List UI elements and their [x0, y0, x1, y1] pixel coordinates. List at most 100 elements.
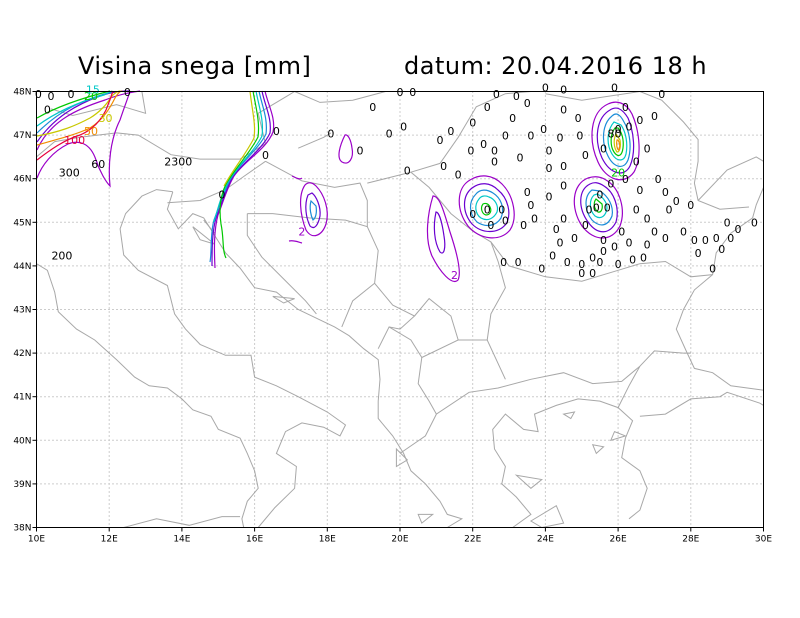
zero-marker: 0 — [600, 234, 607, 247]
contour-2 — [36, 90, 131, 188]
border — [367, 171, 713, 282]
island — [529, 504, 565, 529]
zero-marker: 0 — [651, 225, 658, 238]
zero-marker: 0 — [687, 199, 694, 212]
zero-marker: 0 — [513, 90, 520, 103]
lon-tick-label: 18E — [319, 535, 336, 545]
contour-2 — [458, 175, 515, 239]
zero-marker: 0 — [611, 241, 618, 254]
lon-tick-label: 16E — [246, 535, 263, 545]
contour-2 — [36, 90, 141, 151]
axis-ticks: 10E 12E 14E 16E 18E 20E 22E 24E 26E 28E 30E 38N 39N 4… — [13, 88, 772, 545]
zero-marker: 0 — [386, 127, 393, 140]
border — [247, 213, 379, 328]
zero-marker: 0 — [469, 116, 476, 129]
zero-marker: 0 — [44, 103, 51, 116]
coastline — [36, 263, 259, 528]
contour-15 — [475, 195, 499, 221]
zero-marker: 0 — [596, 188, 603, 201]
contour-10 — [469, 189, 504, 227]
border — [458, 339, 506, 380]
lon-tick-label: 24E — [537, 535, 554, 545]
zero-marker: 0 — [560, 212, 567, 225]
border — [298, 132, 332, 149]
zero-marker: 0 — [502, 129, 509, 142]
zero-marker: 0 — [709, 262, 716, 275]
contour-2 — [300, 182, 328, 237]
zero-marker: 0 — [502, 214, 509, 227]
zero-marker: 0 — [564, 256, 571, 269]
zero-marker: 0 — [556, 236, 563, 249]
zero-marker: 0 — [546, 191, 553, 204]
zero-marker: 0 — [662, 232, 669, 245]
border — [545, 91, 640, 101]
contour-20 — [610, 127, 624, 157]
zero-marker: 0 — [615, 258, 622, 271]
border — [414, 297, 459, 415]
zero-marker: 0 — [540, 123, 547, 136]
zero-marker: 0 — [691, 234, 698, 247]
contour-10 — [209, 90, 267, 263]
zero-marker: 0 — [397, 86, 404, 99]
contour-label: 300 — [59, 167, 80, 180]
zero-marker: 0 — [600, 143, 607, 156]
zero-marker: 0 — [369, 101, 376, 114]
zero-marker: 0 — [538, 262, 545, 275]
zero-marker: 0 — [586, 204, 593, 217]
zero-marker: 0 — [713, 232, 720, 245]
zero-marker: 0 — [735, 223, 742, 236]
zero-marker: 0 — [493, 88, 500, 101]
lon-tick-label: 10E — [28, 535, 45, 545]
zero-marker: 0 — [500, 256, 507, 269]
zero-marker: 0 — [695, 247, 702, 260]
zero-marker: 0 — [618, 225, 625, 238]
lat-tick-label: 44N — [13, 262, 31, 272]
zero-marker: 0 — [560, 180, 567, 193]
zero-marker: 0 — [447, 125, 454, 138]
zero-marker: 0 — [576, 129, 583, 142]
zero-marker: 0 — [596, 256, 603, 269]
zero-marker: 0 — [673, 195, 680, 208]
zero-marker: 0 — [553, 223, 560, 236]
border — [246, 213, 317, 315]
lat-tick-label: 43N — [13, 306, 31, 316]
lon-tick-label: 30E — [755, 535, 772, 545]
contour-5 — [305, 192, 321, 229]
border — [388, 326, 423, 358]
contour-label: 60 — [91, 158, 105, 171]
zero-marker: 0 — [702, 234, 709, 247]
zero-marker: 0 — [262, 149, 269, 162]
contour-20 — [593, 198, 603, 213]
zero-marker: 0 — [515, 256, 522, 269]
contour-50 — [36, 90, 123, 146]
contour-2 — [426, 195, 460, 282]
border — [617, 365, 641, 408]
contour-30 — [223, 90, 256, 187]
map-date: datum: 20.04.2016 18 h — [404, 52, 708, 80]
border — [374, 282, 416, 349]
contour-2 — [338, 134, 354, 164]
contour-50 — [616, 139, 621, 151]
zero-marker: 0 — [626, 236, 633, 249]
zero-marker: 0 — [644, 143, 651, 156]
zero-marker: 0 — [484, 101, 491, 114]
zero-marker: 0 — [404, 164, 411, 177]
zero-marker: 0 — [409, 86, 416, 99]
zero-marker: 0 — [491, 156, 498, 169]
contour-label: 2 — [298, 225, 305, 238]
zero-marker: 0 — [727, 232, 734, 245]
zero-marker: 0 — [560, 103, 567, 116]
zero-marker: 0 — [604, 201, 611, 214]
border — [399, 365, 641, 454]
contour-10 — [602, 113, 631, 167]
contour-2 — [573, 176, 623, 239]
coastline — [675, 187, 764, 391]
zero-marker: 0 — [480, 138, 487, 151]
coastline — [492, 398, 648, 528]
contour-5 — [433, 211, 446, 254]
snow-contours — [36, 90, 640, 282]
contour-10 — [585, 189, 613, 226]
zero-marker: 0 — [491, 145, 498, 158]
lat-tick-label: 38N — [13, 524, 31, 534]
